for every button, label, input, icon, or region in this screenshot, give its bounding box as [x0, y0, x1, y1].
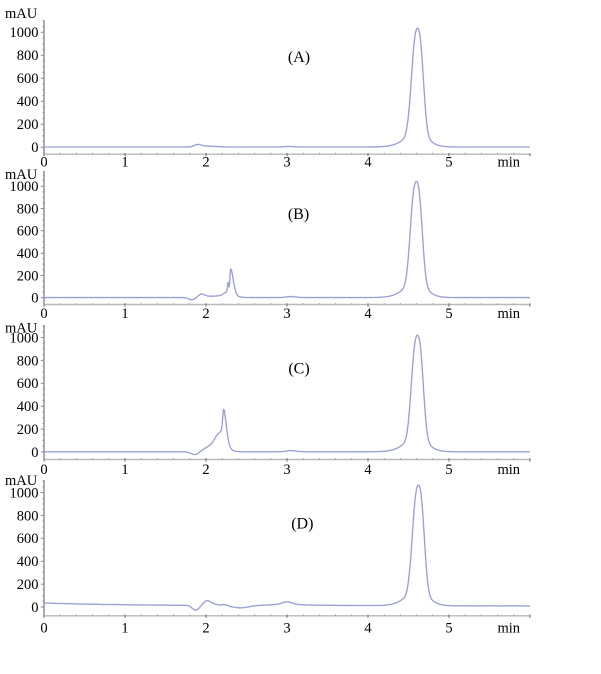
- svg-text:3: 3: [283, 306, 290, 322]
- svg-text:1000: 1000: [10, 179, 39, 195]
- svg-text:0: 0: [31, 445, 38, 461]
- svg-text:(C): (C): [288, 361, 309, 378]
- svg-text:0: 0: [40, 155, 47, 171]
- svg-text:800: 800: [17, 48, 39, 64]
- svg-text:200: 200: [17, 117, 39, 133]
- svg-text:800: 800: [17, 508, 39, 524]
- svg-text:mAU: mAU: [5, 473, 38, 489]
- svg-text:400: 400: [17, 246, 39, 262]
- svg-text:600: 600: [17, 376, 39, 392]
- svg-text:1: 1: [121, 155, 128, 171]
- svg-text:600: 600: [17, 71, 39, 87]
- svg-text:min: min: [497, 621, 520, 637]
- svg-text:400: 400: [17, 554, 39, 570]
- svg-text:400: 400: [17, 399, 39, 415]
- svg-text:0: 0: [40, 621, 47, 637]
- svg-text:mAU: mAU: [5, 6, 38, 22]
- svg-text:0: 0: [31, 140, 38, 156]
- svg-text:5: 5: [445, 155, 452, 171]
- svg-text:0: 0: [40, 306, 47, 322]
- svg-text:0: 0: [40, 462, 47, 478]
- svg-text:1000: 1000: [10, 485, 39, 501]
- svg-text:3: 3: [283, 462, 290, 478]
- svg-text:200: 200: [17, 268, 39, 284]
- svg-text:min: min: [497, 306, 520, 322]
- svg-text:0: 0: [31, 600, 38, 616]
- svg-text:1: 1: [121, 621, 128, 637]
- svg-text:2: 2: [202, 621, 209, 637]
- svg-text:200: 200: [17, 577, 39, 593]
- svg-text:800: 800: [17, 201, 39, 217]
- svg-text:min: min: [497, 155, 520, 171]
- svg-text:5: 5: [445, 306, 452, 322]
- svg-text:1000: 1000: [10, 25, 39, 41]
- svg-text:0: 0: [31, 291, 38, 307]
- svg-text:1: 1: [121, 462, 128, 478]
- svg-text:(B): (B): [288, 206, 309, 223]
- svg-text:5: 5: [445, 621, 452, 637]
- svg-text:200: 200: [17, 422, 39, 438]
- svg-text:600: 600: [17, 531, 39, 547]
- svg-text:1000: 1000: [10, 330, 39, 346]
- svg-text:1: 1: [121, 306, 128, 322]
- svg-text:4: 4: [364, 621, 372, 637]
- svg-text:5: 5: [445, 462, 452, 478]
- svg-text:mAU: mAU: [5, 321, 38, 337]
- svg-text:min: min: [497, 462, 520, 478]
- svg-text:3: 3: [283, 155, 290, 171]
- svg-text:4: 4: [364, 462, 372, 478]
- svg-text:2: 2: [202, 155, 209, 171]
- svg-text:(D): (D): [291, 516, 313, 533]
- svg-text:4: 4: [364, 306, 372, 322]
- svg-text:4: 4: [364, 155, 372, 171]
- svg-text:800: 800: [17, 353, 39, 369]
- svg-text:mAU: mAU: [5, 167, 38, 183]
- svg-text:2: 2: [202, 462, 209, 478]
- svg-text:3: 3: [283, 621, 290, 637]
- svg-text:2: 2: [202, 306, 209, 322]
- svg-text:400: 400: [17, 94, 39, 110]
- svg-text:600: 600: [17, 224, 39, 240]
- svg-text:(A): (A): [288, 49, 310, 66]
